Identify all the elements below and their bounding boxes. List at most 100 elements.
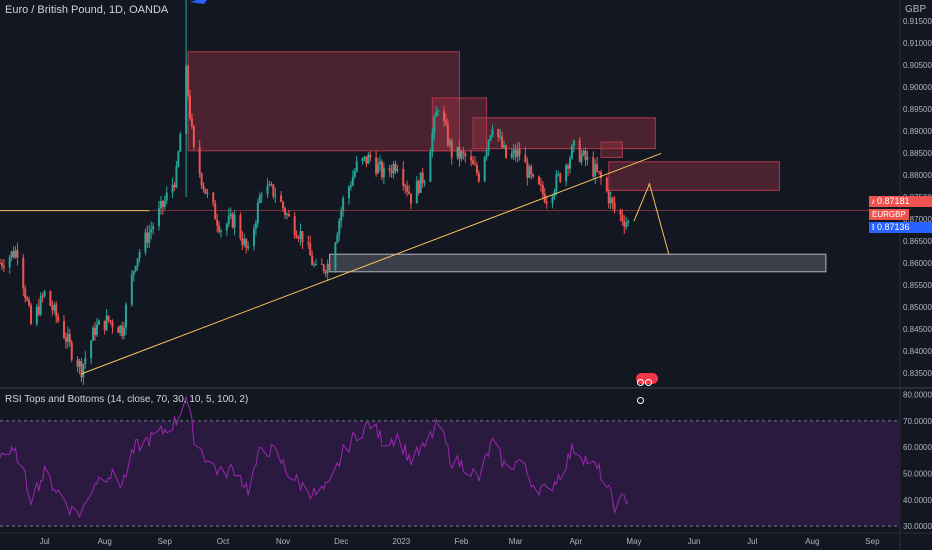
candle-body [148,232,151,243]
time-tick-label: Nov [276,537,290,546]
candle-body [347,186,350,199]
candle-body [134,265,137,272]
time-tick-label: Feb [455,537,469,546]
candle-body [105,315,108,331]
candle-body [433,116,436,134]
candle-body [57,316,60,322]
candle-body [619,210,622,215]
candle-body [165,192,168,201]
candle-body [342,198,345,211]
time-tick-label: Jun [688,537,701,546]
candle-body [369,154,372,158]
candle-body [227,215,230,225]
candle-body [12,251,15,258]
candle-body [2,266,5,268]
candle-body [163,200,166,207]
candle-body [144,232,147,253]
candle-body [76,359,79,367]
candle-body [404,185,407,187]
candle-body [421,172,424,183]
time-tick-label: Jul [747,537,757,546]
candle-body [378,161,381,164]
chart-title: Euro / British Pound, 1D, OANDA [5,4,169,16]
candle-body [283,208,286,215]
events-icon[interactable] [636,373,658,404]
time-tick-label: May [626,537,641,546]
candle-body [103,320,106,331]
price-tick-label: 0.90500 [903,61,932,70]
candle-body [295,235,298,238]
candle-body [35,306,38,324]
candle-body [64,338,67,342]
candle-body [353,171,356,177]
supply-zone [472,117,656,150]
candle-body [609,197,612,204]
candle-body [49,291,52,306]
zones [187,51,827,273]
candle-body [512,149,515,154]
candle-body [78,360,81,367]
candle-body [530,166,533,175]
candle-body [26,298,29,301]
candle-body [528,166,531,178]
candle-body [231,213,234,228]
candle-body [256,202,259,224]
candle-body [177,151,180,167]
ask-price-tag: 0.87181 [874,196,932,207]
candle-body [171,184,174,193]
candle-body [377,163,380,174]
candle-body [572,140,575,146]
price-tick-label: 0.88500 [903,149,932,158]
candle-body [43,291,46,297]
candle-body [611,197,614,203]
currency-label: GBP [905,4,927,15]
candle-body [382,167,385,178]
candle-body [477,173,480,182]
candle-body [448,140,451,145]
candle-body [37,306,40,315]
candle-body [446,124,449,145]
time-tick-label: Aug [98,537,112,546]
candle-body [555,174,558,192]
candle-body [138,252,141,259]
support-zone [329,253,827,273]
candle-body [320,263,323,265]
candle-body [537,176,540,185]
price-tick-label: 0.85000 [903,303,932,312]
candle-body [82,363,85,378]
candle-body [309,242,312,256]
candle-body [464,153,467,157]
candle-body [0,263,3,267]
candle-body [596,164,599,172]
rsi-line [0,395,629,518]
arrow-icon [189,0,207,4]
symbol-label: EURGBP [869,209,909,220]
candle-body [274,195,277,197]
candle-body [157,208,160,227]
candle-body [16,250,19,258]
candle-body [623,221,626,227]
candle-body [388,167,391,171]
candle-body [328,263,331,271]
candle-body [423,181,426,183]
time-tick-label: Sep [865,537,880,546]
candle-body [442,111,445,121]
candle-body [28,300,31,306]
candle-body [458,146,461,159]
candle-body [570,145,573,159]
candle-body [136,258,139,266]
candle-body [200,173,203,186]
candle-body [8,257,11,268]
candle-body [123,327,126,336]
candle-body [408,191,411,194]
rsi-band [0,420,900,527]
candle-body [62,321,65,339]
candle-body [285,214,288,216]
candle-body [600,172,603,178]
candle-body [501,136,504,148]
candle-body [396,169,399,171]
